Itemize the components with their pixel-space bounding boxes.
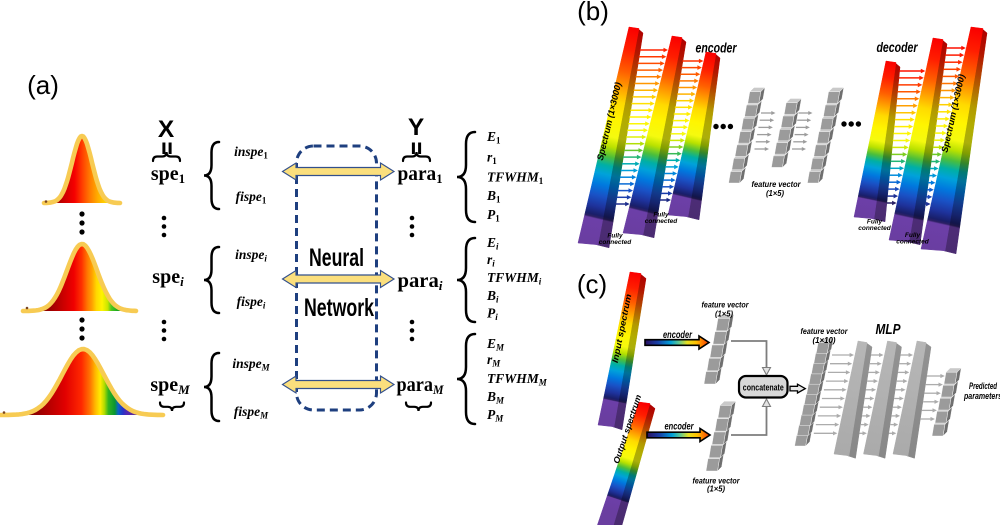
svg-text:spe1: spe1 <box>151 163 185 186</box>
svg-text:connected: connected <box>896 239 930 246</box>
svg-text:parameters: parameters <box>963 391 1000 402</box>
svg-text:connected: connected <box>858 225 892 232</box>
svg-text:ri: ri <box>487 252 495 269</box>
svg-text:feature vector: feature vector <box>801 326 849 336</box>
svg-text:inspei: inspei <box>235 247 267 264</box>
svg-text:(1×5): (1×5) <box>766 188 784 198</box>
svg-text:decoder: decoder <box>877 39 919 55</box>
svg-text:Neural: Neural <box>309 244 364 272</box>
svg-text:TFWHM1: TFWHM1 <box>487 170 544 187</box>
svg-text:TFWHMi: TFWHMi <box>487 270 542 287</box>
svg-text:X: X <box>158 116 175 143</box>
svg-text:spei: spei <box>152 266 184 289</box>
svg-text:fispe1: fispe1 <box>236 189 267 206</box>
svg-text:Fully: Fully <box>905 232 921 239</box>
svg-text:inspeM: inspeM <box>232 356 270 373</box>
svg-text:Bi: Bi <box>486 288 499 305</box>
svg-text:Predicted: Predicted <box>969 381 997 392</box>
svg-text:encoder: encoder <box>663 330 693 341</box>
svg-text:feature vector: feature vector <box>693 476 741 486</box>
svg-text:(b): (b) <box>577 0 609 26</box>
svg-text:parai: parai <box>398 270 443 293</box>
svg-text:(c): (c) <box>577 269 607 299</box>
svg-text:(a): (a) <box>27 70 59 100</box>
svg-text:concatenate: concatenate <box>743 383 784 394</box>
svg-text:feature vector: feature vector <box>702 300 750 310</box>
svg-text:Fully: Fully <box>653 212 669 219</box>
svg-text:Ei: Ei <box>486 235 499 252</box>
svg-text:MLP: MLP <box>876 321 902 338</box>
svg-text:r1: r1 <box>487 150 497 167</box>
svg-text:fispei: fispei <box>237 294 266 311</box>
svg-text:encoder: encoder <box>665 422 695 433</box>
svg-text:Y: Y <box>408 114 424 141</box>
svg-text:encoder: encoder <box>696 40 738 56</box>
svg-text:(1×10): (1×10) <box>813 335 836 345</box>
svg-text:Fully: Fully <box>867 219 883 226</box>
svg-text:connected: connected <box>645 218 679 225</box>
svg-text:feature vector: feature vector <box>752 179 802 189</box>
svg-text:(1×5): (1×5) <box>707 484 725 494</box>
svg-text:TFWHMM: TFWHMM <box>487 371 548 388</box>
svg-text:Pi: Pi <box>487 306 498 323</box>
svg-text:Network: Network <box>304 294 374 322</box>
svg-text:connected: connected <box>599 239 633 246</box>
svg-text:Fully: Fully <box>607 233 623 240</box>
svg-text:(1×5): (1×5) <box>715 309 733 319</box>
svg-text:para1: para1 <box>398 163 443 186</box>
svg-text:paraM: paraM <box>397 374 444 397</box>
svg-text:inspe1: inspe1 <box>234 144 268 161</box>
